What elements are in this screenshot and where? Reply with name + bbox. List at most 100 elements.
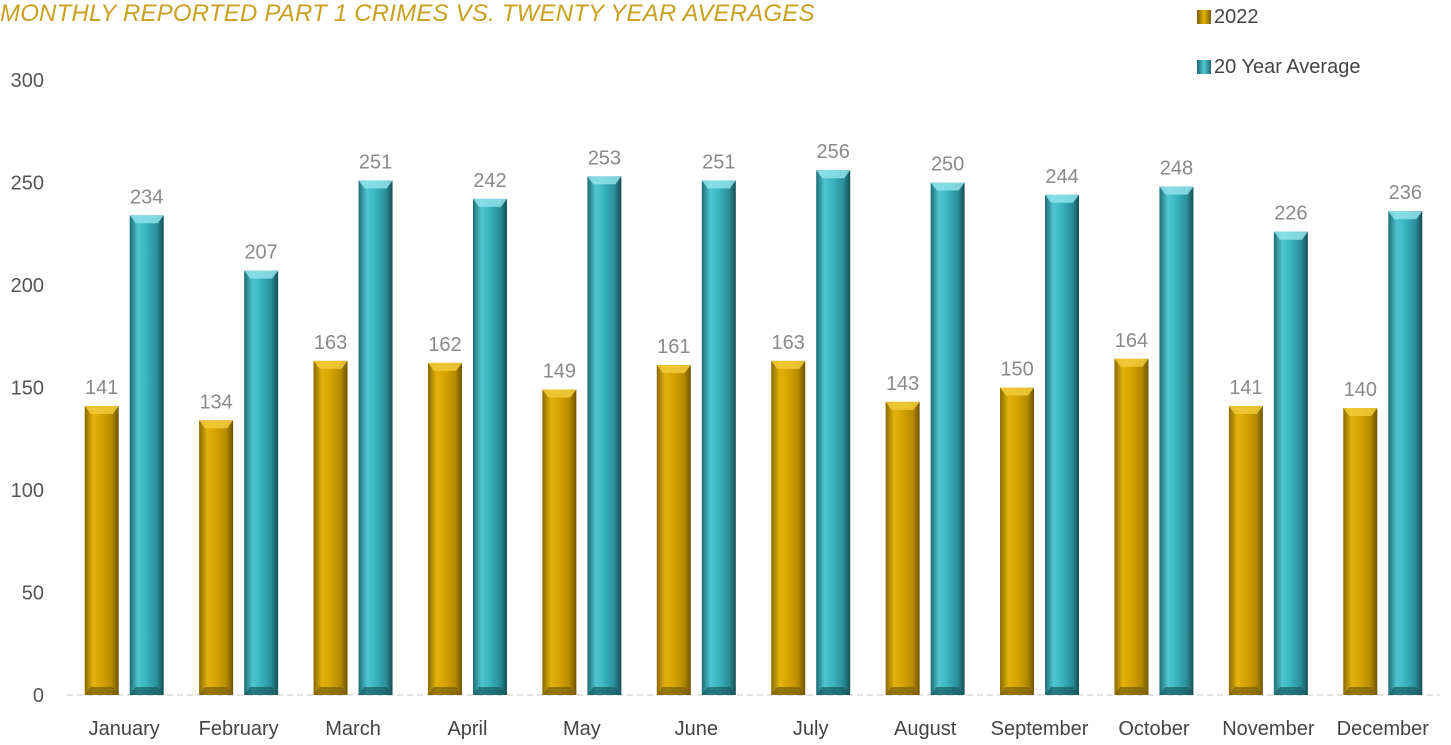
data-label-2022: 163 — [314, 332, 347, 354]
data-label-2022: 162 — [428, 334, 461, 356]
bar-bevel-2022 — [885, 401, 920, 410]
x-tick-label: July — [793, 718, 829, 740]
x-tick-label: January — [89, 718, 160, 740]
bar-bevel-bottom-20-year-average — [358, 687, 393, 695]
bar-bevel-2022 — [1343, 408, 1378, 416]
bar-20-year-average — [358, 180, 393, 695]
bar-bevel-bottom-2022 — [771, 687, 806, 695]
x-tick-label: April — [447, 718, 487, 740]
data-label-20-year-average: 251 — [359, 151, 392, 173]
data-label-2022: 141 — [85, 377, 118, 399]
bar-2022 — [656, 364, 691, 695]
bar-bevel-bottom-20-year-average — [244, 687, 279, 695]
x-tick-label: June — [675, 718, 718, 740]
bar-bevel-bottom-2022 — [313, 687, 348, 695]
x-tick-label: May — [563, 718, 601, 740]
bar-20-year-average — [587, 176, 622, 696]
bar-2022 — [427, 362, 462, 695]
data-label-2022: 143 — [886, 373, 919, 395]
data-label-20-year-average: 248 — [1160, 158, 1193, 180]
bar-bevel-20-year-average — [1388, 211, 1423, 220]
bar-bevel-bottom-2022 — [656, 687, 691, 695]
bar-bevel-2022 — [542, 389, 577, 398]
bar-20-year-average — [1045, 194, 1080, 696]
bar-20-year-average — [244, 270, 279, 695]
legend-swatch-20-year-average — [1197, 60, 1211, 74]
legend-label-20-year-average: 20 Year Average — [1214, 55, 1361, 78]
legend-label-2022: 2022 — [1214, 5, 1259, 28]
bar-2022 — [1343, 408, 1378, 695]
legend-item-20-year-average: 20 Year Average — [1197, 54, 1360, 80]
bar-bevel-20-year-average — [244, 270, 279, 279]
bar-bevel-2022 — [427, 362, 462, 371]
y-tick-label: 100 — [11, 480, 44, 502]
bar-bevel-2022 — [313, 360, 348, 369]
data-label-20-year-average: 207 — [244, 242, 277, 264]
y-tick-label: 250 — [11, 173, 44, 195]
data-label-2022: 149 — [543, 361, 576, 383]
data-label-2022: 163 — [772, 332, 805, 354]
legend: 2022 20 Year Average — [1197, 4, 1360, 104]
bar-bevel-bottom-2022 — [84, 687, 119, 695]
bar-bevel-bottom-20-year-average — [129, 687, 164, 695]
bar-bevel-20-year-average — [472, 198, 507, 207]
bar-20-year-average — [930, 182, 965, 695]
bar-bevel-bottom-20-year-average — [587, 687, 622, 695]
bar-2022 — [84, 405, 119, 695]
bar-bevel-bottom-2022 — [885, 687, 920, 695]
bar-bevel-20-year-average — [587, 176, 622, 185]
bar-2022 — [1228, 405, 1263, 695]
bar-bevel-bottom-20-year-average — [1045, 687, 1080, 695]
x-tick-label: March — [325, 718, 381, 740]
bar-20-year-average — [1273, 231, 1308, 695]
bar-2022 — [885, 401, 920, 695]
data-label-2022: 150 — [1000, 359, 1033, 381]
bar-bevel-bottom-20-year-average — [1273, 687, 1308, 695]
bar-2022 — [542, 389, 577, 695]
bar-bevel-2022 — [1114, 358, 1149, 367]
data-label-2022: 134 — [199, 391, 232, 413]
bar-bevel-20-year-average — [129, 215, 164, 224]
data-label-20-year-average: 236 — [1389, 182, 1422, 204]
bar-bevel-bottom-20-year-average — [472, 687, 507, 695]
y-tick-label: 150 — [11, 378, 44, 400]
bar-bevel-bottom-20-year-average — [1388, 687, 1423, 695]
x-tick-label: August — [894, 718, 957, 740]
bar-20-year-average — [1159, 186, 1194, 695]
bar-bevel-20-year-average — [1159, 186, 1194, 195]
chart-title: MONTHLY REPORTED PART 1 CRIMES VS. TWENT… — [0, 0, 815, 27]
bar-bevel-bottom-20-year-average — [930, 687, 965, 695]
legend-item-2022: 2022 — [1197, 4, 1360, 30]
bar-2022 — [1114, 358, 1149, 695]
bar-2022 — [313, 360, 348, 695]
data-label-2022: 140 — [1344, 379, 1377, 401]
x-tick-label: October — [1118, 718, 1189, 740]
y-tick-label: 300 — [11, 70, 44, 92]
data-label-20-year-average: 251 — [702, 151, 735, 173]
data-label-20-year-average: 242 — [473, 170, 506, 192]
bar-20-year-average — [701, 180, 736, 695]
bar-bevel-2022 — [199, 420, 234, 429]
x-tick-label: February — [199, 718, 279, 740]
bar-bevel-bottom-20-year-average — [1159, 687, 1194, 695]
bar-bevel-2022 — [84, 405, 119, 414]
bar-2022 — [771, 360, 806, 695]
bar-bevel-2022 — [1228, 405, 1263, 414]
bar-bevel-20-year-average — [816, 170, 851, 179]
bar-20-year-average — [129, 215, 164, 696]
bar-bevel-bottom-2022 — [1228, 687, 1263, 695]
bar-20-year-average — [1388, 211, 1423, 695]
data-label-20-year-average: 226 — [1274, 203, 1307, 225]
bar-bevel-20-year-average — [701, 180, 736, 189]
data-label-2022: 164 — [1115, 330, 1148, 352]
bar-bevel-2022 — [771, 360, 806, 369]
data-label-20-year-average: 250 — [931, 154, 964, 176]
bar-2022 — [1000, 387, 1035, 695]
data-label-20-year-average: 234 — [130, 186, 163, 208]
x-tick-label: September — [991, 718, 1089, 740]
bar-bevel-bottom-20-year-average — [816, 687, 851, 695]
x-tick-label: November — [1222, 718, 1315, 740]
bar-bevel-bottom-2022 — [199, 687, 234, 695]
y-tick-label: 0 — [33, 685, 44, 707]
